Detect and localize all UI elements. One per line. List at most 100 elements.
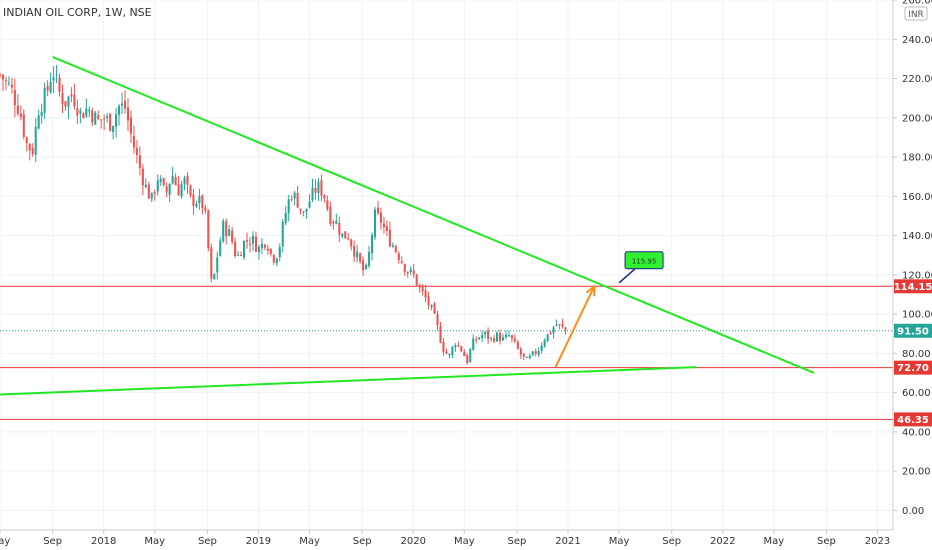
chart-title: INDIAN OIL CORP, 1W, NSE bbox=[3, 6, 152, 19]
candle-body bbox=[82, 113, 85, 119]
x-tick-label: May bbox=[609, 536, 630, 547]
candle-body bbox=[115, 114, 118, 127]
candle-body bbox=[326, 200, 329, 210]
candle-body bbox=[341, 233, 344, 237]
candle-body bbox=[284, 212, 287, 224]
candle-body bbox=[359, 253, 362, 262]
note-label: 115.95 bbox=[632, 257, 657, 265]
candle-body bbox=[475, 339, 478, 341]
candle-body bbox=[120, 103, 124, 106]
candle-body bbox=[201, 195, 204, 209]
candle-body bbox=[507, 335, 510, 337]
candle-body bbox=[150, 192, 153, 199]
candle-body bbox=[317, 181, 320, 194]
candle-body bbox=[430, 304, 433, 307]
candle-body bbox=[251, 235, 255, 244]
candle-body bbox=[85, 108, 88, 117]
candle-body bbox=[469, 349, 472, 363]
candle-body bbox=[16, 105, 19, 114]
candle-body bbox=[278, 246, 281, 258]
candle-body bbox=[370, 234, 374, 253]
candle-body bbox=[248, 243, 252, 245]
trendlines[interactable] bbox=[0, 56, 815, 396]
candle-body bbox=[400, 261, 403, 263]
candle-body bbox=[466, 355, 469, 363]
candle-body bbox=[76, 108, 79, 116]
price-note[interactable]: 115.95 bbox=[618, 251, 664, 284]
candle-body bbox=[153, 191, 156, 194]
candle-body bbox=[168, 183, 171, 195]
x-tick-label: May bbox=[454, 536, 475, 547]
y-tick-label: 200.00 bbox=[902, 113, 932, 124]
candle-body bbox=[106, 116, 109, 119]
y-tick-label: 40.00 bbox=[902, 427, 931, 438]
candle-body bbox=[394, 246, 397, 253]
candle-body bbox=[260, 243, 263, 249]
y-tick-label: 0.00 bbox=[902, 506, 924, 517]
trendline-descending-resistance[interactable] bbox=[52, 56, 815, 374]
candle-body bbox=[531, 351, 534, 355]
candle-body bbox=[478, 337, 481, 340]
candle-body bbox=[22, 114, 25, 137]
candle-body bbox=[561, 323, 564, 327]
candle-body bbox=[13, 90, 16, 106]
y-tick-label: 260.00 bbox=[902, 0, 932, 7]
candle-body bbox=[493, 338, 496, 342]
candle-body bbox=[516, 341, 519, 349]
candle-body bbox=[94, 112, 97, 125]
horizontal-levels[interactable] bbox=[0, 285, 893, 420]
candle-body bbox=[228, 229, 231, 236]
y-tick-label: 220.00 bbox=[902, 74, 932, 85]
candle-body bbox=[67, 96, 70, 107]
candle-body bbox=[448, 353, 451, 355]
candle-body bbox=[362, 260, 365, 271]
candle-body bbox=[433, 303, 436, 314]
x-tick-label: Sep bbox=[662, 536, 681, 547]
candle-body bbox=[418, 284, 421, 288]
candle-body bbox=[525, 357, 528, 359]
candle-body bbox=[171, 175, 174, 184]
candle-body bbox=[543, 340, 546, 347]
candle-body bbox=[344, 231, 347, 239]
candle-body bbox=[308, 201, 311, 208]
price-badge-label: 114.15 bbox=[894, 282, 932, 293]
projection-arrow-shaft[interactable] bbox=[554, 285, 596, 368]
y-tick-label: 140.00 bbox=[902, 231, 932, 242]
candle-body bbox=[10, 84, 13, 88]
candle-body bbox=[177, 184, 180, 196]
projection-arrow-head[interactable] bbox=[585, 284, 596, 297]
projection-arrow[interactable] bbox=[554, 284, 596, 368]
candle-body bbox=[64, 101, 67, 107]
candle-body bbox=[320, 180, 323, 196]
candle-body bbox=[1, 74, 5, 80]
candle-body bbox=[552, 327, 555, 334]
note-box[interactable] bbox=[624, 251, 664, 270]
candle-body bbox=[424, 290, 427, 298]
x-tick-label: May bbox=[763, 536, 784, 547]
candle-body bbox=[540, 345, 543, 351]
x-tick-label: 2019 bbox=[246, 536, 271, 547]
candle-body bbox=[555, 324, 558, 326]
currency-unit-box[interactable] bbox=[904, 6, 928, 21]
candle-body bbox=[528, 355, 531, 359]
candle-body bbox=[31, 148, 34, 155]
candle-body bbox=[0, 74, 2, 76]
candle-body bbox=[100, 119, 103, 121]
candle-body bbox=[472, 338, 475, 351]
candle-body bbox=[40, 111, 43, 116]
y-tick-label: 20.00 bbox=[902, 467, 931, 478]
trendline-ascending-support[interactable] bbox=[0, 366, 697, 396]
y-tick-label: 60.00 bbox=[902, 388, 931, 399]
candle-body bbox=[329, 207, 332, 224]
candle-body bbox=[126, 107, 130, 121]
candle-body bbox=[385, 226, 388, 231]
candle-body bbox=[4, 80, 7, 82]
candle-body bbox=[237, 255, 240, 257]
candle-body bbox=[347, 238, 350, 240]
candle-body bbox=[498, 333, 502, 341]
candle-body bbox=[296, 192, 299, 208]
candle-body bbox=[501, 337, 505, 341]
candle-body bbox=[132, 136, 135, 148]
candle-body bbox=[373, 209, 377, 238]
